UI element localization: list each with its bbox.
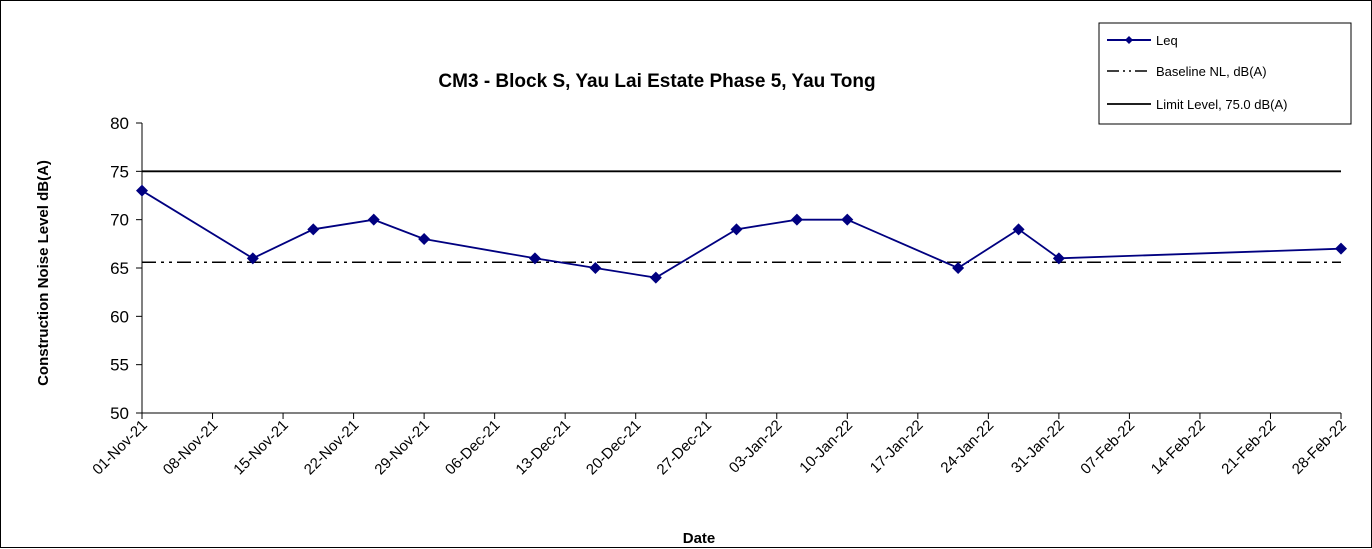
leq-data-point	[589, 262, 602, 274]
leq-data-point	[1052, 252, 1065, 265]
leq-data-point	[649, 271, 662, 284]
x-tick-label: 15-Nov-21	[230, 417, 292, 479]
x-tick-label: 08-Nov-21	[160, 417, 222, 479]
y-tick-label: 65	[110, 259, 129, 278]
x-tick-label: 29-Nov-21	[371, 417, 433, 479]
leq-data-point	[528, 252, 541, 265]
x-axis-title: Date	[683, 530, 716, 547]
leq-data-point	[1335, 242, 1347, 255]
x-tick-label: 17-Jan-22	[867, 417, 927, 477]
x-tick-label: 06-Dec-21	[442, 417, 504, 479]
leq-data-point	[136, 184, 148, 197]
leq-data-point	[952, 262, 965, 274]
leq-data-point	[730, 223, 743, 236]
y-tick-label: 80	[110, 114, 129, 133]
leq-data-point	[841, 213, 854, 226]
y-tick-label: 50	[110, 404, 129, 423]
leq-data-point	[1012, 223, 1025, 236]
x-tick-label: 10-Jan-22	[796, 417, 856, 477]
y-axis-title: Construction Noise Level dB(A)	[35, 160, 52, 386]
x-tick-label: 27-Dec-21	[654, 417, 716, 479]
legend-label-leq: Leq	[1156, 33, 1178, 48]
x-tick-label: 21-Feb-22	[1218, 417, 1279, 478]
reference-lines	[142, 170, 1341, 263]
y-tick-label: 55	[110, 356, 129, 375]
chart-title: CM3 - Block S, Yau Lai Estate Phase 5, Y…	[438, 71, 875, 92]
leq-line	[141, 189, 1342, 279]
x-axis: 01-Nov-21 08-Nov-21 15-Nov-21 22-Nov-21 29-N…	[89, 412, 1350, 479]
leq-data-point	[307, 223, 320, 236]
legend-label-limit: Limit Level, 75.0 dB(A)	[1156, 97, 1288, 112]
x-tick-label: 14-Feb-22	[1148, 417, 1209, 478]
legend-leq-marker	[1125, 36, 1133, 44]
leq-data-point	[418, 233, 431, 245]
leq-data-point	[790, 213, 803, 226]
x-tick-label: 01-Nov-21	[89, 417, 151, 479]
legend-label-baseline: Baseline NL, dB(A)	[1156, 64, 1267, 79]
y-tick-label: 75	[110, 162, 129, 181]
y-tick-label: 60	[110, 307, 129, 326]
x-tick-label: 31-Jan-22	[1008, 417, 1068, 477]
x-tick-label: 24-Jan-22	[937, 417, 997, 477]
x-tick-label: 28-Feb-22	[1289, 417, 1350, 478]
y-tick-label: 70	[110, 211, 129, 230]
y-axis: 50 55 60 65 70 75 80	[110, 114, 143, 423]
leq-data-point	[246, 252, 259, 265]
x-tick-label: 20-Dec-21	[583, 417, 645, 479]
leq-data-point	[367, 213, 380, 226]
x-tick-label: 03-Jan-22	[726, 417, 786, 477]
leq-series	[136, 184, 1347, 284]
x-tick-label: 13-Dec-21	[512, 417, 574, 479]
x-tick-label: 07-Feb-22	[1077, 417, 1138, 478]
chart-legend: Leq Baseline NL, dB(A) Limit Level, 75.0…	[1098, 22, 1352, 125]
x-tick-label: 22-Nov-21	[301, 417, 363, 479]
